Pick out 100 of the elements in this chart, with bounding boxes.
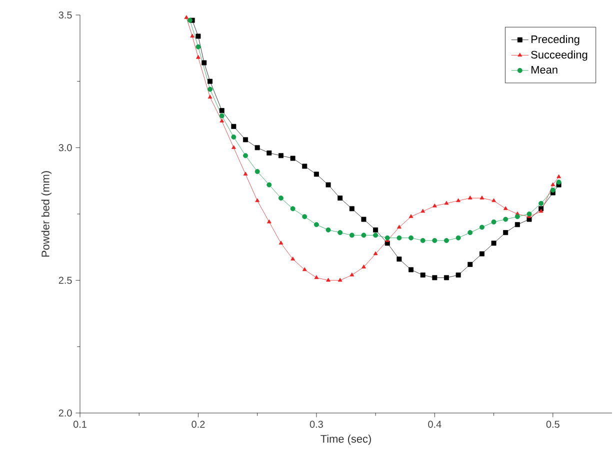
- point: [503, 206, 508, 210]
- point: [219, 108, 224, 114]
- point: [456, 272, 461, 278]
- legend-label: Succeeding: [531, 50, 588, 61]
- point: [420, 238, 426, 244]
- point: [456, 235, 461, 240]
- point: [243, 172, 248, 176]
- point: [326, 278, 330, 282]
- point: [468, 262, 473, 267]
- point: [254, 145, 260, 150]
- point: [202, 60, 207, 66]
- point: [278, 196, 284, 201]
- point: [196, 54, 200, 59]
- y-axis-title: Powder bed (mm): [41, 171, 52, 257]
- x-tick-label: 0.1: [73, 420, 86, 428]
- point: [190, 34, 194, 38]
- point: [187, 18, 192, 23]
- point: [326, 182, 331, 188]
- point: [420, 208, 426, 213]
- point: [326, 227, 331, 232]
- point: [338, 278, 342, 282]
- point: [290, 156, 296, 161]
- y-tick-label: 3.5: [58, 11, 72, 19]
- point: [491, 240, 496, 246]
- point: [373, 251, 378, 256]
- point: [479, 224, 484, 230]
- point: [550, 188, 556, 193]
- point: [373, 227, 378, 232]
- point: [349, 232, 354, 238]
- legend-label: Mean: [532, 66, 558, 74]
- point: [444, 275, 449, 280]
- point: [408, 235, 414, 240]
- point: [432, 204, 437, 208]
- point: [266, 150, 272, 156]
- point: [302, 214, 308, 220]
- point: [432, 275, 438, 280]
- point: [350, 272, 354, 276]
- point: [278, 153, 284, 158]
- point: [396, 256, 402, 262]
- point: [526, 216, 532, 222]
- point: [302, 164, 308, 169]
- point: [208, 94, 212, 99]
- point: [444, 200, 449, 205]
- point: [538, 200, 544, 206]
- x-tick-label: 0.4: [428, 420, 442, 428]
- point: [550, 182, 556, 186]
- point: [514, 214, 520, 220]
- point: [278, 240, 284, 245]
- point: [396, 235, 402, 240]
- point: [503, 230, 508, 236]
- x-tick-label: 0.5: [546, 420, 560, 428]
- x-tick-label: 0.3: [310, 420, 323, 428]
- point: [492, 198, 496, 202]
- point: [384, 235, 390, 240]
- point: [266, 182, 272, 188]
- point: [231, 124, 236, 129]
- point: [556, 174, 561, 178]
- point: [208, 78, 213, 84]
- point: [196, 44, 201, 50]
- point: [314, 172, 319, 177]
- point: [196, 34, 201, 39]
- point: [479, 251, 484, 256]
- point: [184, 15, 189, 19]
- x-axis-title: Time (sec): [320, 434, 371, 445]
- point: [290, 206, 296, 212]
- point: [243, 153, 248, 158]
- point: [255, 198, 260, 202]
- point: [480, 196, 484, 200]
- point: [514, 222, 520, 228]
- point: [254, 169, 260, 174]
- point: [208, 86, 213, 92]
- point: [220, 118, 224, 122]
- point: [373, 232, 378, 238]
- y-tick-label: 2.0: [58, 409, 72, 417]
- point: [556, 180, 562, 185]
- point: [219, 113, 224, 118]
- point: [444, 238, 449, 244]
- point: [468, 196, 472, 200]
- point: [266, 219, 272, 224]
- point: [314, 275, 319, 280]
- point: [314, 222, 319, 228]
- legend-label: Preceding: [532, 35, 580, 46]
- point: [231, 134, 236, 140]
- y-tick-label: 2.5: [58, 276, 72, 284]
- point: [408, 214, 414, 218]
- point: [349, 206, 354, 212]
- point: [468, 230, 473, 236]
- point: [361, 216, 366, 222]
- point: [290, 256, 295, 260]
- point: [338, 196, 343, 201]
- point: [338, 230, 343, 236]
- point: [397, 224, 402, 229]
- point: [362, 264, 366, 268]
- point: [302, 267, 307, 272]
- y-tick-label: 3.0: [58, 144, 72, 152]
- point: [456, 198, 460, 202]
- point: [491, 219, 496, 224]
- point: [408, 267, 414, 272]
- point: [526, 212, 532, 216]
- point: [420, 272, 426, 278]
